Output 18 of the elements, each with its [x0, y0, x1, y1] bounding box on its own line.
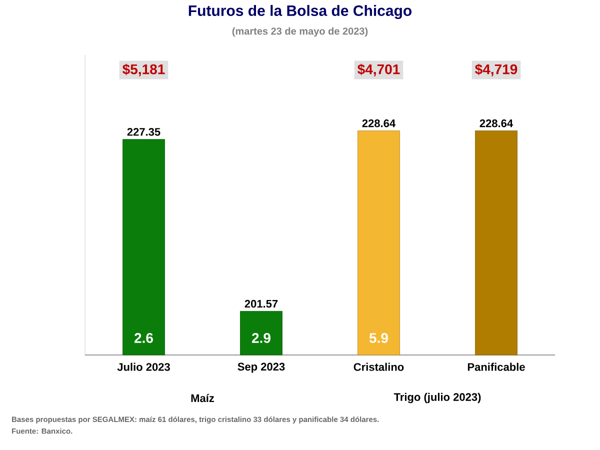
text: Trigo (julio 2023) [394, 392, 481, 404]
annotation: $4,719 [475, 64, 518, 76]
annotation: 2.9 [252, 333, 270, 343]
data-label: 228.64 [362, 119, 396, 128]
annotation: 2.6 [134, 333, 153, 343]
data-label: 228.64 [480, 119, 514, 128]
annotation: $5,181 [122, 64, 165, 76]
chart-subtitle: (martes 23 de mayo de 2023) [232, 27, 368, 37]
x-tick-label: Julio 2023 [117, 362, 170, 371]
x-tick-label: Cristalino [354, 362, 404, 371]
x-tick-label: Panificable [468, 362, 525, 371]
chart-title: Futuros de la Bolsa de Chicago [188, 4, 412, 20]
data-label: 227.35 [127, 128, 160, 136]
annotation: 5.9 [369, 333, 388, 343]
text: Maíz [191, 394, 214, 402]
annotation: $4,701 [358, 64, 400, 76]
x-tick-label: Sep 2023 [238, 362, 285, 373]
data-label: 201.57 [244, 300, 278, 308]
